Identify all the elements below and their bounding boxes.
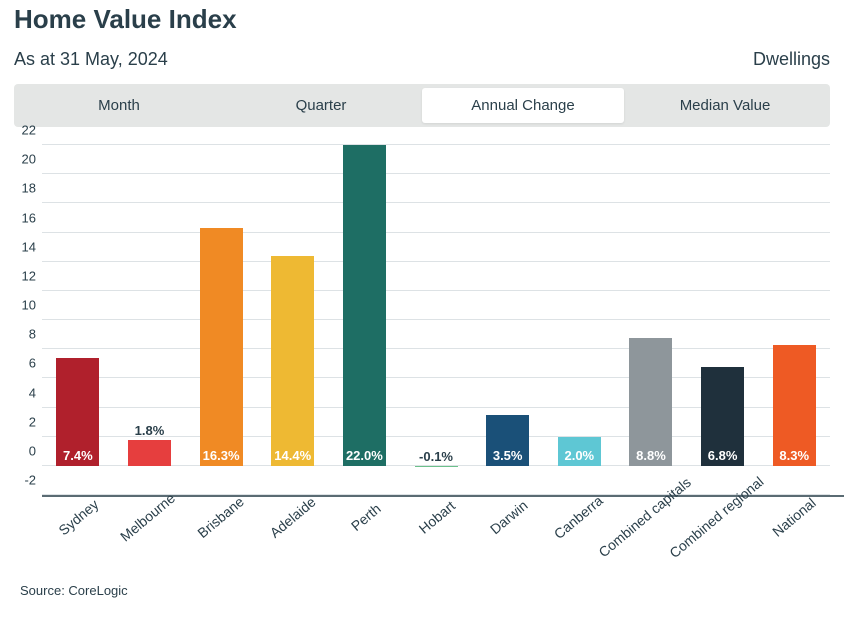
bar-slot: 8.8%: [615, 145, 687, 495]
bar-label: 3.5%: [493, 448, 523, 466]
bar-slot: 14.4%: [257, 145, 329, 495]
x-label-slot: Combined capitals: [615, 497, 687, 577]
bar-slot: 2.0%: [543, 145, 615, 495]
y-tick: 20: [22, 152, 36, 167]
x-label-slot: Adelaide: [257, 497, 329, 577]
x-label-slot: Melbourne: [114, 497, 186, 577]
bar-slot: -0.1%: [400, 145, 472, 495]
date-line: As at 31 May, 2024: [14, 49, 168, 70]
y-tick: 0: [29, 443, 36, 458]
y-axis: -20246810121416182022: [14, 145, 42, 495]
y-tick: 2: [29, 414, 36, 429]
x-label: Canberra: [551, 492, 606, 542]
x-label-slot: Perth: [329, 497, 401, 577]
x-label: Hobart: [416, 497, 458, 536]
bar-label: 2.0%: [564, 448, 594, 466]
tab-annual-change[interactable]: Annual Change: [422, 88, 624, 123]
bar-label: 8.8%: [636, 448, 666, 466]
bar-label: 14.4%: [274, 448, 311, 466]
x-label: Melbourne: [117, 490, 178, 545]
right-label: Dwellings: [753, 49, 830, 70]
x-label-slot: National: [758, 497, 830, 577]
x-label-slot: Darwin: [472, 497, 544, 577]
x-label-slot: Sydney: [42, 497, 114, 577]
x-label: Darwin: [487, 497, 531, 537]
tabs: MonthQuarterAnnual ChangeMedian Value: [14, 84, 830, 127]
y-tick: -2: [24, 473, 36, 488]
bar-label: 7.4%: [63, 448, 93, 466]
x-label-slot: Brisbane: [185, 497, 257, 577]
bar-slot: 8.3%: [758, 145, 830, 495]
x-label-slot: Hobart: [400, 497, 472, 577]
chart: -20246810121416182022 7.4%1.8%16.3%14.4%…: [14, 145, 830, 495]
x-label-slot: Canberra: [543, 497, 615, 577]
bar-label: 8.3%: [779, 448, 809, 466]
bar-melbourne: [128, 440, 171, 466]
y-tick: 12: [22, 268, 36, 283]
x-label: Brisbane: [194, 493, 247, 541]
tab-month[interactable]: Month: [18, 88, 220, 123]
bar-label: 6.8%: [708, 448, 738, 466]
y-tick: 16: [22, 210, 36, 225]
page-title: Home Value Index: [14, 4, 830, 35]
bar-label: 16.3%: [203, 448, 240, 466]
y-tick: 22: [22, 123, 36, 138]
bar-label: -0.1%: [419, 449, 453, 466]
bar-slot: 1.8%: [114, 145, 186, 495]
y-tick: 8: [29, 327, 36, 342]
bar-slot: 6.8%: [687, 145, 759, 495]
y-tick: 18: [22, 181, 36, 196]
bar-adelaide: [271, 256, 314, 466]
bars-container: 7.4% 1.8% 16.3% 14.4% 22.0% -0.1% 3.5% 2.0% 8.8%…: [42, 145, 830, 495]
y-tick: 14: [22, 239, 36, 254]
bar-combined-capitals: [629, 338, 672, 466]
subheader: As at 31 May, 2024 Dwellings: [14, 49, 830, 70]
x-label: Adelaide: [266, 493, 318, 540]
bar-brisbane: [200, 228, 243, 466]
y-tick: 10: [22, 298, 36, 313]
x-label-slot: Combined regional: [687, 497, 759, 577]
tab-median-value[interactable]: Median Value: [624, 88, 826, 123]
x-label: National: [769, 494, 819, 539]
plot-area: 7.4% 1.8% 16.3% 14.4% 22.0% -0.1% 3.5% 2.0% 8.8%…: [42, 145, 830, 495]
x-label: Perth: [348, 500, 384, 534]
bar-slot: 3.5%: [472, 145, 544, 495]
bar-label: 22.0%: [346, 448, 383, 466]
x-label: Sydney: [55, 496, 101, 538]
x-axis-labels: Sydney MelbourneBrisbaneAdelaide Perth Hoba…: [42, 497, 830, 577]
source-text: Source: CoreLogic: [20, 583, 830, 598]
bar-perth: [343, 145, 386, 466]
bar-slot: 16.3%: [185, 145, 257, 495]
tab-quarter[interactable]: Quarter: [220, 88, 422, 123]
y-tick: 4: [29, 385, 36, 400]
bar-slot: 22.0%: [329, 145, 401, 495]
bar-slot: 7.4%: [42, 145, 114, 495]
bar-label: 1.8%: [135, 423, 165, 440]
y-tick: 6: [29, 356, 36, 371]
